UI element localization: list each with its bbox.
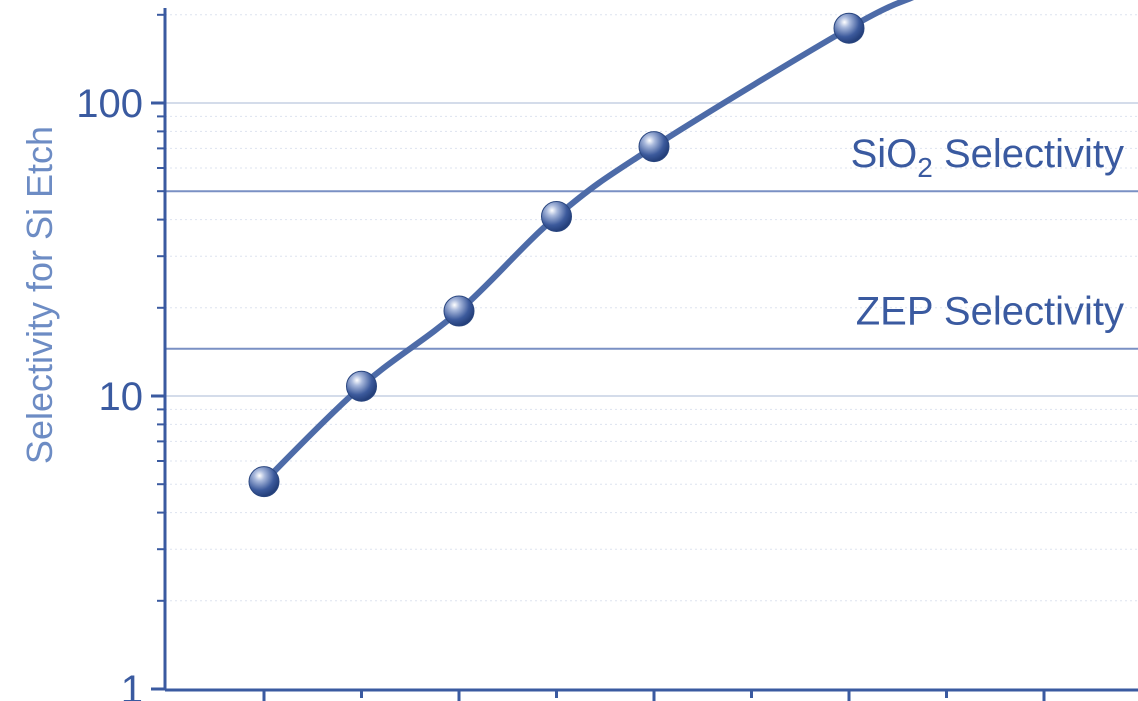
data-series <box>248 0 915 498</box>
reference-line-label-text: Selectivity <box>933 132 1124 176</box>
reference-line-label-text: SiO <box>851 132 918 176</box>
data-point <box>248 466 280 498</box>
data-point <box>638 131 670 163</box>
reference-line-label-text: ZEP Selectivity <box>856 290 1124 334</box>
reference-line-label-subscript: 2 <box>917 152 933 183</box>
reference-line-label: ZEP Selectivity <box>856 290 1124 334</box>
data-point <box>443 295 475 327</box>
axes: 1 10 100 <box>76 8 1138 701</box>
y-tick-label: 10 <box>99 375 144 419</box>
y-axis-label: Selectivity for Si Etch <box>19 126 60 464</box>
data-point <box>833 12 865 44</box>
data-point <box>541 200 572 232</box>
y-tick-label: 100 <box>76 82 143 126</box>
reference-line-label: SiO2 Selectivity <box>851 132 1124 183</box>
reference-lines: SiO2 Selectivity ZEP Selectivity <box>165 132 1138 350</box>
y-tick-label: 1 <box>121 668 143 701</box>
data-point <box>346 370 377 402</box>
